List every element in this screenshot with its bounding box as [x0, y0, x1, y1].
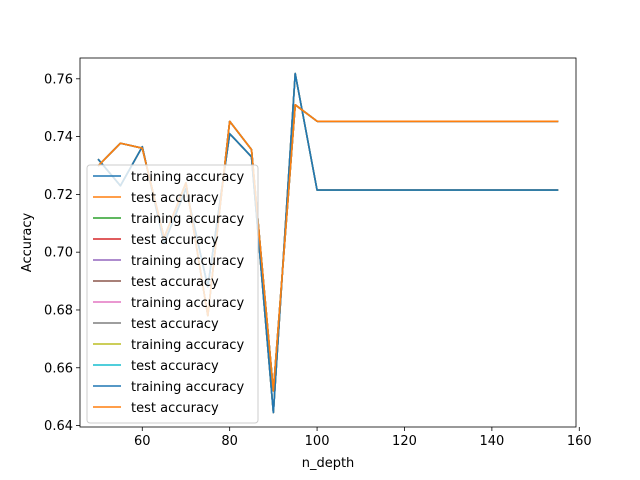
legend-label-11: training accuracy [131, 380, 244, 395]
legend-label-10: test accuracy [131, 359, 219, 374]
x-tick-label: 140 [479, 434, 504, 449]
x-axis-label: n_depth [302, 456, 355, 471]
axes-layer: 60 80 100 120 140 160 0.64 0.66 0.68 0.70 0.72 0.74… [44, 57, 592, 449]
legend-label-7: training accuracy [131, 296, 244, 311]
plot-frame [79, 57, 577, 428]
y-tick-label: 0.68 [44, 303, 73, 318]
y-tick-label: 0.72 [44, 188, 73, 203]
legend-label-3: training accuracy [131, 212, 244, 227]
x-tick-label: 80 [221, 434, 238, 449]
legend: training accuracy test accuracy training a… [86, 164, 259, 424]
y-tick-label: 0.70 [44, 246, 73, 261]
legend-label-12: test accuracy [131, 401, 219, 416]
legend-box [86, 164, 259, 424]
legend-label-1: training accuracy [131, 170, 244, 185]
y-tick-label: 0.76 [44, 72, 73, 87]
y-tick-label: 0.74 [44, 130, 73, 145]
y-tick-label: 0.64 [44, 419, 73, 434]
x-tick-label: 160 [567, 434, 592, 449]
y-axis-label: Accuracy [20, 213, 35, 273]
legend-label-9: training accuracy [131, 338, 244, 353]
legend-label-2: test accuracy [131, 191, 219, 206]
x-tick-label: 60 [134, 434, 151, 449]
legend-label-4: test accuracy [131, 233, 219, 248]
legend-label-5: training accuracy [131, 254, 244, 269]
x-tick-label: 100 [305, 434, 330, 449]
y-tick-label: 0.66 [44, 361, 73, 376]
x-tick-label: 120 [392, 434, 417, 449]
legend-label-6: test accuracy [131, 275, 219, 290]
legend-label-8: test accuracy [131, 317, 219, 332]
